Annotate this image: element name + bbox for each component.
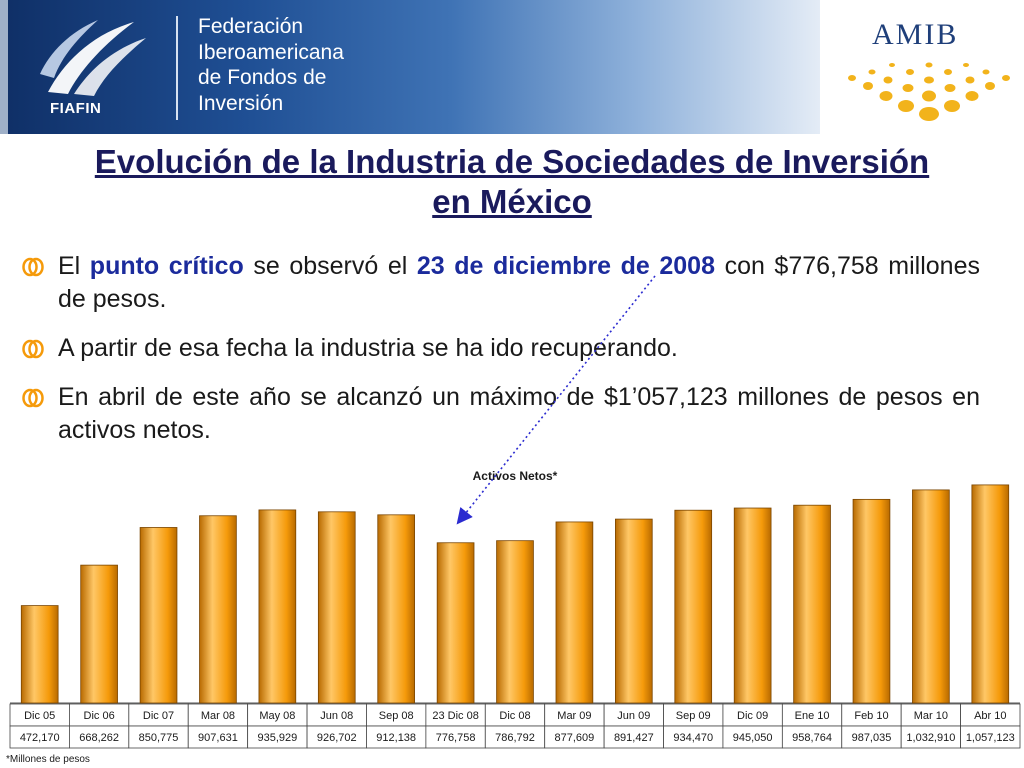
bullet-highlight: punto crítico bbox=[89, 252, 244, 280]
bullet-text: A partir de esa fecha la industria se ha… bbox=[58, 334, 678, 362]
data-label: 958,764 bbox=[792, 732, 832, 744]
bullet-list: El punto crítico se observó el 23 de dic… bbox=[20, 250, 980, 463]
bar-feb-10 bbox=[852, 498, 891, 704]
bar-dic-05 bbox=[20, 605, 59, 704]
data-label: 987,035 bbox=[852, 732, 892, 744]
tick-label: Dic 09 bbox=[737, 710, 768, 722]
tick-label: Dic 05 bbox=[24, 710, 55, 722]
bullet-text: con $776,758 millones de pesos. bbox=[58, 252, 980, 313]
bar-jun-09 bbox=[615, 518, 653, 704]
page-title-line: en México bbox=[432, 183, 592, 220]
data-label: 935,929 bbox=[257, 732, 297, 744]
tick-label: Feb 10 bbox=[854, 710, 888, 722]
chart-title: Activos Netos* bbox=[473, 469, 558, 483]
bar-sep-08 bbox=[377, 514, 415, 704]
bar-abr-10 bbox=[971, 484, 1010, 704]
banner-divider bbox=[176, 16, 178, 120]
data-label: 850,775 bbox=[139, 732, 179, 744]
tick-label: Dic 06 bbox=[84, 710, 115, 722]
tick-label: Mar 09 bbox=[557, 710, 591, 722]
bullet-marker-icon bbox=[22, 257, 44, 277]
fiafin-logo-label: FIAFIN bbox=[50, 100, 102, 117]
tick-label: Dic 07 bbox=[143, 710, 174, 722]
bar-mar-08 bbox=[199, 515, 237, 704]
tick-label: Jun 08 bbox=[320, 710, 353, 722]
net-assets-chart: Activos Netos* Dic 05 472,170 Dic 06 668,26… bbox=[6, 469, 1021, 765]
bar-may-08 bbox=[258, 509, 297, 704]
tick-label: Sep 09 bbox=[676, 710, 711, 722]
data-label: 668,262 bbox=[79, 732, 119, 744]
table-cell bbox=[960, 725, 1021, 749]
data-label: 907,631 bbox=[198, 732, 238, 744]
bar-dic-07 bbox=[139, 527, 178, 704]
bullet-marker-icon bbox=[22, 388, 44, 408]
data-label: 776,758 bbox=[436, 732, 476, 744]
fiafin-logo-icon bbox=[40, 20, 146, 96]
bar-dic-09 bbox=[733, 507, 772, 704]
chart-footnote: *Millones de pesos bbox=[6, 754, 90, 765]
data-label: 891,427 bbox=[614, 732, 654, 744]
banner-edge bbox=[0, 0, 8, 134]
bar-23-dic-08 bbox=[436, 542, 475, 704]
amib-logo-label: AMIB bbox=[872, 18, 959, 51]
bullet-item: En abril de este año se alcanzó un máxim… bbox=[20, 381, 980, 447]
bullet-item: El punto crítico se observó el 23 de dic… bbox=[20, 250, 980, 316]
bullet-highlight-date: 23 de diciembre de 2008 bbox=[416, 252, 715, 280]
bullet-item: A partir de esa fecha la industria se ha… bbox=[20, 332, 980, 365]
federation-name: Federación Iberoamericana de Fondos de I… bbox=[198, 14, 344, 116]
data-label: 877,609 bbox=[555, 732, 595, 744]
tick-label: Mar 10 bbox=[914, 710, 948, 722]
data-label: 934,470 bbox=[673, 732, 713, 744]
bar-sep-09 bbox=[674, 509, 713, 704]
bar-jun-08 bbox=[317, 511, 356, 704]
amib-dots-icon bbox=[848, 62, 1010, 121]
data-label: 926,702 bbox=[317, 732, 357, 744]
tick-label: May 08 bbox=[259, 710, 295, 722]
bullet-marker-icon bbox=[22, 339, 44, 359]
bullet-text: El bbox=[58, 252, 90, 280]
federation-line: Iberoamericana bbox=[198, 40, 344, 64]
page-title-line: Evolución de la Industria de Sociedades … bbox=[94, 143, 930, 180]
data-label: 1,057,123 bbox=[966, 732, 1015, 744]
federation-line: de Fondos de bbox=[198, 66, 327, 89]
tick-label: Mar 08 bbox=[201, 710, 235, 722]
bullet-text: se observó el bbox=[243, 252, 417, 280]
data-label: 945,050 bbox=[733, 732, 773, 744]
bar-mar-10 bbox=[912, 489, 950, 704]
data-label: 912,138 bbox=[376, 732, 416, 744]
tick-label: Dic 08 bbox=[499, 710, 530, 722]
page-title: Evolución de la Industria de Sociedades … bbox=[30, 142, 994, 222]
bar-mar-09 bbox=[555, 521, 594, 704]
header-banner: FIAFIN Federación Iberoamericana de Fond… bbox=[0, 0, 820, 134]
federation-line: Federación bbox=[198, 15, 304, 38]
bar-dic-08 bbox=[496, 540, 534, 704]
bullet-text: En abril de este año se alcanzó un máxim… bbox=[58, 383, 980, 444]
data-label: 472,170 bbox=[20, 732, 60, 744]
tick-label: Abr 10 bbox=[974, 710, 1006, 722]
data-label: 1,032,910 bbox=[906, 732, 955, 744]
federation-line: Inversión bbox=[198, 91, 284, 115]
bar-ene-10 bbox=[793, 504, 831, 704]
data-label: 786,792 bbox=[495, 732, 535, 744]
tick-label: Sep 08 bbox=[379, 710, 414, 722]
bar-dic-06 bbox=[80, 564, 118, 704]
tick-label: Ene 10 bbox=[795, 710, 830, 722]
tick-label: 23 Dic 08 bbox=[432, 710, 478, 722]
tick-label: Jun 09 bbox=[617, 710, 650, 722]
